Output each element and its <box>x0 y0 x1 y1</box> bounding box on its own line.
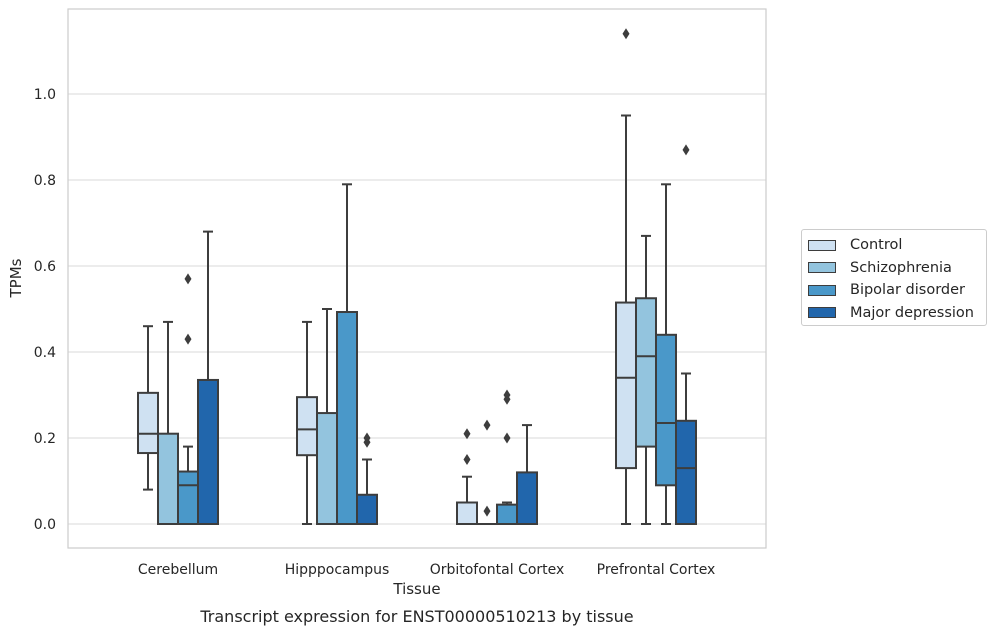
outlier-point <box>483 505 491 517</box>
box-schizophrenia <box>476 419 498 526</box>
outlier-point <box>503 389 511 401</box>
y-tick-label: 0.0 <box>34 517 56 533</box>
box-bipolar-disorder <box>336 183 358 526</box>
y-tick-label: 0.2 <box>34 431 56 447</box>
legend-item: Control <box>808 234 986 257</box>
x-tick-label: Hipppocampus <box>285 562 390 578</box>
outlier-point <box>483 419 491 431</box>
box-body <box>615 301 637 470</box>
box-series <box>137 28 697 526</box>
box-schizophrenia <box>635 234 657 525</box>
outlier-point <box>363 432 371 444</box>
box-schizophrenia <box>316 308 338 525</box>
outlier-point <box>463 454 471 465</box>
x-tick-labels: Cerebellum Hipppocampus Orbitofontal Corte… <box>138 562 715 578</box>
box-bipolar-disorder <box>655 183 677 525</box>
outlier-point <box>622 28 630 40</box>
y-tick-label: 0.4 <box>34 345 56 361</box>
outlier-point <box>184 273 192 285</box>
box-body <box>356 493 378 526</box>
box-major-depression <box>675 144 697 525</box>
box-body <box>197 378 219 526</box>
legend-label: Schizophrenia <box>850 259 952 276</box>
box-major-depression <box>197 230 219 526</box>
box-control <box>456 428 478 525</box>
x-tick-label: Prefrontal Cortex <box>597 562 716 578</box>
legend-label: Control <box>850 237 903 254</box>
box-body <box>635 297 657 448</box>
legend-swatch <box>808 307 836 319</box>
y-tick-label: 1.0 <box>34 87 56 103</box>
legend-label: Bipolar disorder <box>850 282 965 299</box>
box-body <box>675 419 697 525</box>
box-major-depression <box>356 432 378 526</box>
box-control <box>137 325 159 491</box>
y-tick-label: 0.8 <box>34 173 56 189</box>
legend-item: Bipolar disorder <box>808 279 986 302</box>
box-body <box>177 470 199 526</box>
legend-item: Schizophrenia <box>808 257 986 280</box>
box-major-depression <box>516 424 538 525</box>
legend-label: Major depression <box>850 304 974 321</box>
box-bipolar-disorder <box>177 273 199 526</box>
x-tick-label: Cerebellum <box>138 562 218 578</box>
outlier-point <box>503 432 511 444</box>
legend-swatch <box>808 284 836 296</box>
box-body <box>137 391 159 455</box>
outlier-point <box>682 144 690 156</box>
box-body <box>496 503 518 525</box>
box-body <box>336 311 358 526</box>
y-tick-labels: 0.0 0.2 0.4 0.6 0.8 1.0 <box>34 87 56 533</box>
box-body <box>456 501 478 525</box>
outlier-point <box>184 333 192 345</box>
x-axis-label: Tissue <box>392 580 440 598</box>
y-tick-label: 0.6 <box>34 259 56 275</box>
box-body <box>655 333 677 487</box>
legend-swatch <box>808 239 836 251</box>
box-body <box>316 412 338 525</box>
box-control <box>615 28 637 525</box>
legend-swatch <box>808 262 836 274</box>
figure-caption: Transcript expression for ENST0000051021… <box>199 607 633 626</box>
box-body <box>296 396 318 457</box>
box-body <box>516 471 538 525</box>
box-body <box>157 432 179 526</box>
box-control <box>296 320 318 525</box>
box-bipolar-disorder <box>496 389 518 525</box>
outlier-point <box>463 428 471 440</box>
x-tick-label: Orbitofontal Cortex <box>430 562 565 578</box>
y-axis-label: TPMs <box>7 258 25 298</box>
legend: Control Schizophrenia Bipolar disorder Majo… <box>801 229 987 326</box>
legend-item: Major depression <box>808 302 986 325</box>
box-schizophrenia <box>157 320 179 526</box>
plot-frame <box>67 8 767 549</box>
